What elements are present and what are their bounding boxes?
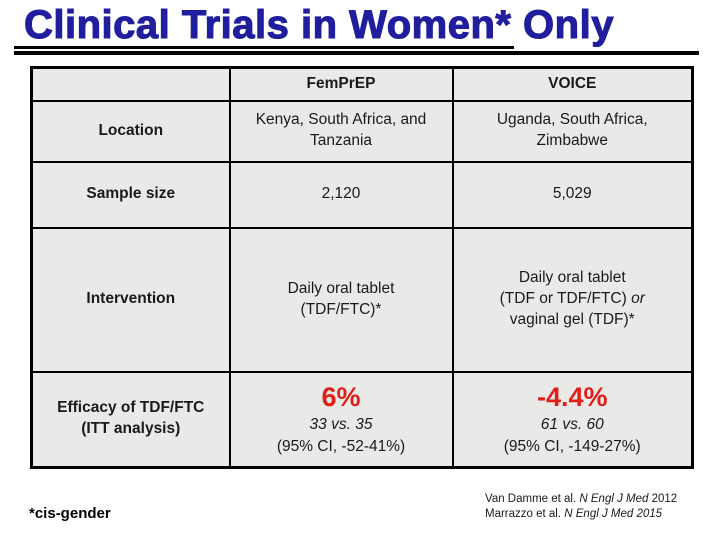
title-underline-lower [14, 51, 699, 55]
intervention-femprep-line2: (TDF/FTC)* [300, 300, 382, 318]
location-femprep-cell: Kenya, South Africa, and Tanzania [228, 99, 454, 163]
column-header-femprep: FemPrEP [228, 66, 454, 102]
table-row-sample-size: Sample size 2,120 5,029 [30, 160, 694, 229]
efficacy-voice-cell: -4.4% 61 vs. 60 (95% CI, -149-27%) [451, 370, 694, 469]
row-label-efficacy: Efficacy of TDF/FTC (ITT analysis) [30, 370, 231, 469]
location-femprep-line2: Tanzania [309, 132, 373, 149]
intervention-femprep-cell: Daily oral tablet (TDF/FTC)* [228, 226, 454, 373]
citations: Van Damme et al. N Engl J Med 2012 Marra… [485, 492, 677, 522]
intervention-voice-line1: Daily oral tablet [518, 269, 626, 287]
corner-cell [30, 66, 231, 102]
cis-gender-footnote: *cis-gender [29, 505, 111, 522]
efficacy-femprep-comparison: 33 vs. 35 [309, 416, 373, 434]
citation-1-journal: N Engl J Med [579, 493, 649, 505]
citation-2-journal-year: N Engl J Med 2015 [564, 508, 663, 520]
row-label-sample-size: Sample size [30, 160, 231, 229]
intervention-femprep-line1: Daily oral tablet [287, 279, 395, 297]
intervention-voice-cell: Daily oral tablet (TDF or TDF/FTC) or va… [451, 226, 694, 373]
column-header-voice: VOICE [451, 66, 694, 102]
location-voice-line2: Zimbabwe [536, 132, 609, 149]
efficacy-femprep-cell: 6% 33 vs. 35 (95% CI, -52-41%) [228, 370, 454, 469]
table-header-row: FemPrEP VOICE [30, 66, 694, 102]
location-femprep-line1: Kenya, South Africa, and [255, 111, 427, 129]
citation-line-1: Van Damme et al. N Engl J Med 2012 [485, 492, 677, 507]
sample-size-voice-cell: 5,029 [451, 160, 694, 229]
clinical-trials-table: FemPrEP VOICE Location Kenya, South Afri… [30, 66, 694, 469]
efficacy-label-line1: Efficacy of TDF/FTC [57, 399, 205, 417]
citation-2-authors: Marrazzo et al. [485, 508, 565, 520]
location-voice-cell: Uganda, South Africa, Zimbabwe [451, 99, 694, 163]
row-label-location: Location [30, 99, 231, 163]
efficacy-voice-percent: -4.4% [536, 381, 608, 412]
citation-1-authors: Van Damme et al. [485, 493, 580, 505]
efficacy-femprep-ci: (95% CI, -52-41%) [276, 437, 406, 455]
intervention-voice-line2: (TDF or TDF/FTC) [499, 290, 632, 308]
location-voice-line1: Uganda, South Africa, [496, 111, 648, 129]
efficacy-label-line2: (ITT analysis) [81, 420, 181, 438]
row-label-intervention: Intervention [30, 226, 231, 373]
table-row-location: Location Kenya, South Africa, and Tanzan… [30, 99, 694, 163]
sample-size-femprep-cell: 2,120 [228, 160, 454, 229]
efficacy-femprep-percent: 6% [321, 381, 361, 412]
title-underline-upper [14, 46, 514, 49]
citation-1-year: 2012 [648, 493, 678, 505]
page-title: Clinical Trials in Women* Only [23, 2, 614, 47]
intervention-voice-line3: vaginal gel (TDF)* [509, 310, 635, 328]
citation-line-2: Marrazzo et al. N Engl J Med 2015 [485, 507, 677, 522]
table-row-intervention: Intervention Daily oral tablet (TDF/FTC)… [30, 226, 694, 373]
efficacy-voice-ci: (95% CI, -149-27%) [503, 437, 641, 455]
efficacy-voice-comparison: 61 vs. 60 [540, 416, 604, 434]
table-row-efficacy: Efficacy of TDF/FTC (ITT analysis) 6% 33… [30, 370, 694, 469]
intervention-voice-line2-or: or [631, 290, 645, 308]
